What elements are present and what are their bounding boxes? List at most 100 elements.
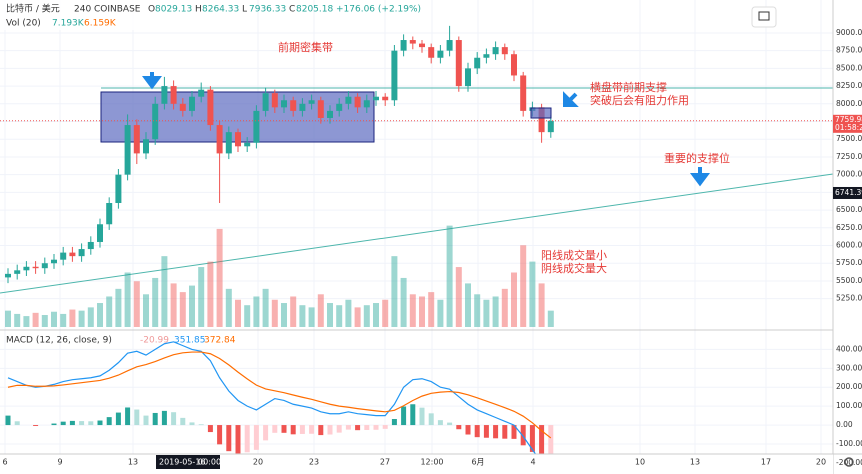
y-tick-label: -200.00: [836, 458, 862, 467]
histogram-bar: [373, 425, 379, 430]
macd-line: [7, 341, 552, 468]
candle-body: [106, 203, 113, 225]
volume-bar: [170, 283, 177, 327]
crosshair-tag: [156, 455, 220, 469]
volume-bar: [78, 310, 85, 327]
y-tick-label: 100.00: [836, 401, 862, 410]
x-tick-label: 10: [635, 458, 645, 467]
candle-body: [336, 103, 343, 111]
header-bg: [0, 0, 240, 30]
histogram-bar: [327, 425, 333, 435]
histogram-bar: [88, 421, 94, 426]
candle-body: [198, 89, 205, 97]
volume-bar: [23, 316, 30, 327]
volume-bar: [69, 309, 76, 327]
histogram-bar: [474, 425, 480, 438]
y-tick-label: 8000.00: [836, 99, 862, 108]
settings-button[interactable]: [844, 457, 854, 467]
x-tick-label: 20: [253, 458, 263, 467]
volume-bar: [32, 312, 39, 327]
candle-body: [207, 89, 214, 126]
histogram-bar: [529, 425, 535, 452]
y-tick-label: 7250.00: [836, 152, 862, 161]
candle-body: [354, 96, 361, 108]
crosshair-time: 00:00: [198, 458, 221, 467]
candle-body: [501, 47, 508, 55]
candle-body: [428, 47, 435, 58]
volume-bar: [474, 294, 481, 327]
volume-bar: [529, 261, 536, 327]
arrow: [563, 91, 579, 107]
x-tick-label: 6: [2, 458, 7, 467]
histogram-bar: [217, 425, 223, 445]
volume-bar: [400, 277, 407, 327]
candle-body: [455, 40, 462, 87]
histogram-bar: [520, 425, 526, 446]
y-tick-label: 5500.00: [836, 276, 862, 285]
volume-bar: [207, 261, 214, 327]
histogram-bar: [106, 417, 112, 426]
histogram-bar: [235, 425, 241, 454]
y-tick-label: 8750.00: [836, 46, 862, 55]
candle-body: [32, 266, 39, 269]
candle-body: [281, 100, 287, 108]
histogram-bar: [180, 417, 186, 426]
volume-bar: [262, 288, 269, 327]
y-tick-label: 6000.00: [836, 241, 862, 250]
candle-body: [299, 103, 306, 111]
histogram-bar: [382, 425, 388, 429]
candle-body: [446, 40, 453, 51]
ohlc-value: 8264.33: [202, 5, 239, 15]
candle-body: [419, 43, 425, 48]
comment-button[interactable]: [751, 6, 777, 28]
volume-bar: [198, 267, 205, 327]
histogram-bar: [14, 421, 20, 426]
histogram-bar: [493, 425, 499, 439]
ohlc-key: L: [242, 5, 247, 15]
histogram-bar: [69, 420, 75, 426]
candle-body: [244, 142, 251, 147]
histogram-bar: [143, 415, 149, 426]
x-tick-label: 23: [309, 458, 319, 467]
histogram-bar: [189, 422, 195, 426]
candle-body: [262, 93, 269, 111]
candle-body: [345, 96, 352, 104]
candle-body: [97, 224, 103, 242]
volume-bar: [492, 296, 499, 327]
volume-bar: [336, 305, 343, 327]
volume-bar: [51, 311, 57, 327]
volume-bar: [520, 245, 527, 327]
volume-bar: [373, 303, 379, 327]
volume-bar: [299, 305, 306, 327]
volume-bar: [419, 296, 425, 327]
volume-bar: [271, 299, 278, 327]
histogram-bar: [465, 425, 471, 435]
annotation: 阴线成交量大: [541, 261, 607, 275]
histogram-bar: [244, 425, 250, 453]
candle-body: [78, 249, 85, 257]
histogram-bar: [502, 425, 508, 439]
volume-bar: [41, 315, 48, 327]
change: +176.06 (+2.19%): [336, 5, 421, 15]
candle-body: [253, 110, 260, 143]
histogram-bar: [355, 425, 361, 431]
histogram-bar: [263, 425, 269, 441]
x-tick-label: 12:00: [420, 458, 443, 467]
ohlc: O 8029.13 H 8264.33 L 7936.33 C 8205.18: [148, 5, 333, 15]
y-tick-label: -100.00: [836, 439, 862, 448]
ohlc-key: O: [148, 5, 155, 15]
volume-bar: [235, 299, 241, 327]
ohlc-value: 7936.33: [249, 5, 286, 15]
candle-body: [189, 96, 195, 111]
histogram-bar: [281, 425, 287, 433]
candle-body: [133, 125, 140, 154]
y-tick-label: 6500.00: [836, 205, 862, 214]
trend-tag: [833, 186, 862, 199]
volume-bar: [363, 305, 370, 327]
icon: [758, 11, 770, 21]
candle-body: [511, 54, 517, 76]
volume-bar: [511, 272, 517, 327]
candle-body: [382, 96, 389, 101]
symbol[interactable]: 比特币 / 美元: [6, 3, 60, 15]
volume-bar: [437, 299, 444, 327]
